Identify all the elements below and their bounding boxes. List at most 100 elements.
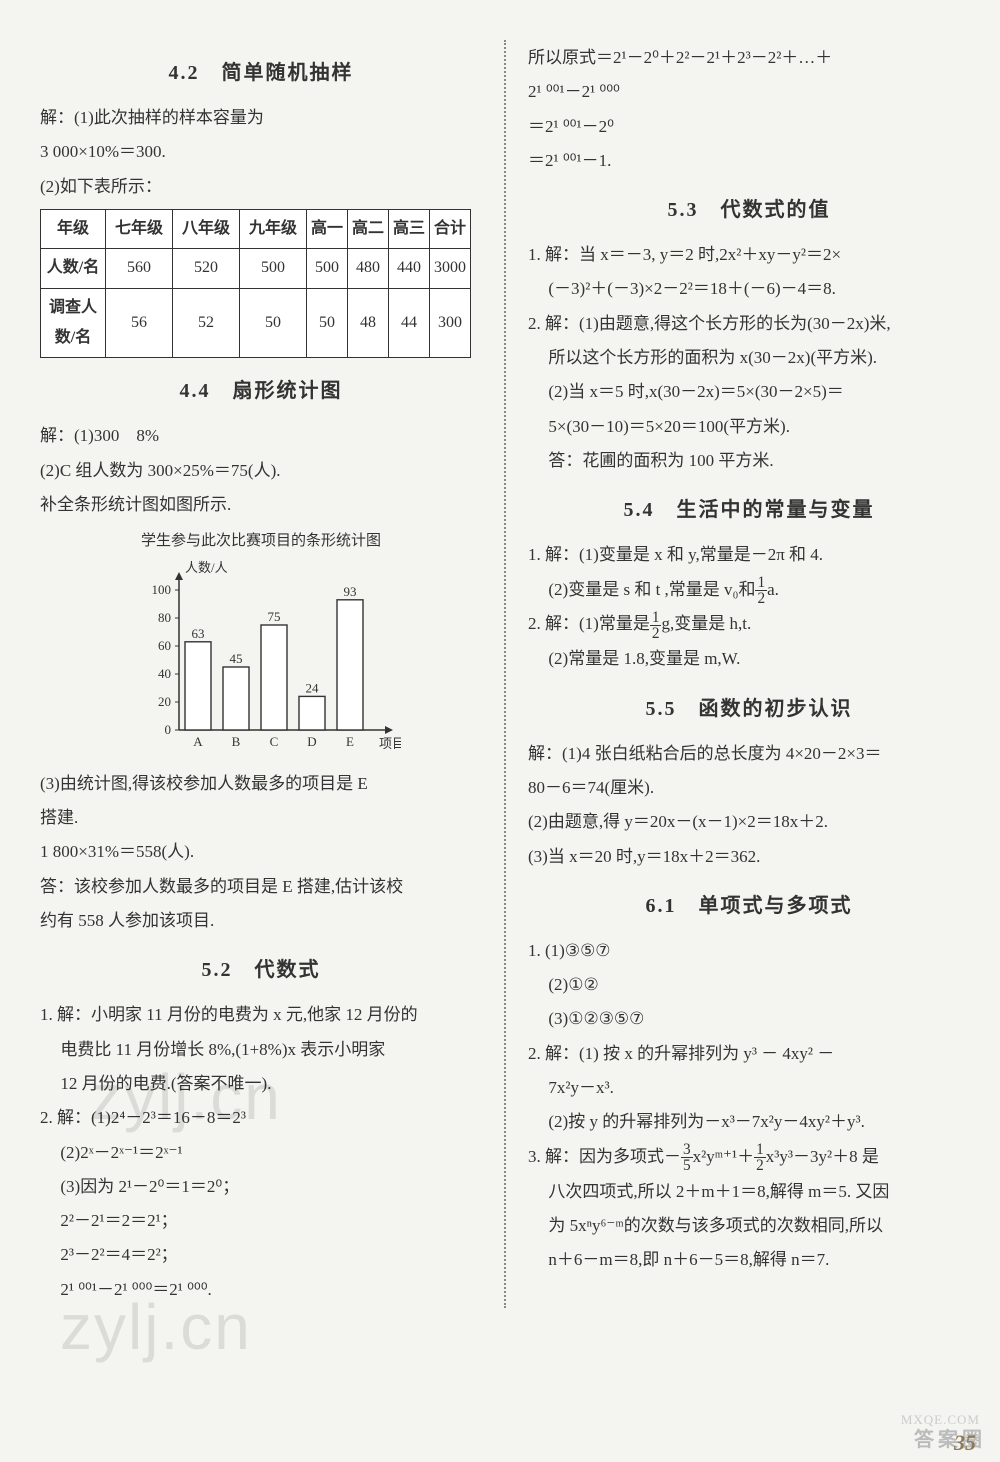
td: 56 [106, 288, 173, 358]
section-6-1-title: 6.1 单项式与多项式 [528, 887, 970, 925]
svg-text:63: 63 [192, 626, 205, 641]
row-label: 人数/名 [41, 249, 106, 288]
th: 七年级 [106, 209, 173, 248]
text-line: (2)①② [528, 969, 970, 1001]
text-line: 解：(1)此次抽样的样本容量为 [40, 102, 482, 134]
text-line: 所以这个长方形的面积为 x(30－2x)(平方米). [528, 342, 970, 374]
text-line: (3)当 x＝20 时,y＝18x＋2＝362. [528, 841, 970, 873]
section-5-3-title: 5.3 代数式的值 [528, 191, 970, 229]
svg-text:C: C [270, 734, 279, 749]
text-line: 解：(1)300 8% [40, 420, 482, 452]
text-line: 答：花圃的面积为 100 平方米. [528, 445, 970, 477]
th: 合计 [430, 209, 471, 248]
svg-text:A: A [193, 734, 203, 749]
text-line: (3)①②③⑤⑦ [528, 1003, 970, 1035]
fraction-half: 12 [755, 575, 767, 607]
table-row: 人数/名 560 520 500 500 480 440 3000 [41, 249, 471, 288]
text-line: 搭建. [40, 802, 482, 834]
text-line: 2²－2¹＝2＝2¹； [40, 1205, 482, 1237]
text-line: 3 000×10%＝300. [40, 136, 482, 168]
td: 560 [106, 249, 173, 288]
td: 500 [240, 249, 307, 288]
td: 480 [348, 249, 389, 288]
th: 高一 [307, 209, 348, 248]
text-line: 12 月份的电费.(答案不唯一). [40, 1068, 482, 1100]
fraction-3-5: 35 [681, 1142, 693, 1174]
text-line: 2. 解：(1) 按 x 的升幂排列为 y³ － 4xy² － [528, 1038, 970, 1070]
left-column: 4.2 简单随机抽样 解：(1)此次抽样的样本容量为 3 000×10%＝300… [40, 40, 490, 1308]
text-line: 补全条形统计图如图所示. [40, 489, 482, 521]
text-span: x²yᵐ⁺¹＋ [693, 1147, 754, 1166]
text-span: a. [767, 580, 779, 599]
right-column: 所以原式＝2¹－2⁰＋2²－2¹＋2³－2²＋…＋ 2¹ ⁰⁰¹－2¹ ⁰⁰⁰ … [520, 40, 970, 1308]
table-row: 年级 七年级 八年级 九年级 高一 高二 高三 合计 [41, 209, 471, 248]
section-5-4-title: 5.4 生活中的常量与变量 [528, 491, 970, 529]
row-label: 调查人数/名 [41, 288, 106, 358]
fraction-half: 12 [754, 1142, 766, 1174]
svg-text:20: 20 [158, 694, 171, 709]
td: 440 [389, 249, 430, 288]
svg-text:75: 75 [268, 609, 281, 624]
text-line: (2)当 x＝5 时,x(30－2x)＝5×(30－2×5)＝ [528, 376, 970, 408]
text-line: 答：该校参加人数最多的项目是 E 搭建,估计该校 [40, 871, 482, 903]
svg-text:项目: 项目 [379, 736, 401, 751]
td: 300 [430, 288, 471, 358]
text-line: 2. 解：(1)常量是12g,变量是 h,t. [528, 608, 970, 641]
svg-text:D: D [307, 734, 316, 749]
text-line: 为 5xⁿy⁶⁻ᵐ的次数与该多项式的次数相同,所以 [528, 1210, 970, 1242]
text-line: 1. 解：小明家 11 月份的电费为 x 元,他家 12 月份的 [40, 999, 482, 1031]
text-line: (2)2ˣ－2ˣ⁻¹＝2ˣ⁻¹ [40, 1137, 482, 1169]
text-line: 2¹ ⁰⁰¹－2¹ ⁰⁰⁰＝2¹ ⁰⁰⁰. [40, 1274, 482, 1306]
table-row: 调查人数/名 56 52 50 50 48 44 300 [41, 288, 471, 358]
svg-text:B: B [232, 734, 241, 749]
text-line: 八次四项式,所以 2＋m＋1＝8,解得 m＝5. 又因 [528, 1176, 970, 1208]
svg-text:100: 100 [152, 582, 172, 597]
section-5-2-title: 5.2 代数式 [40, 951, 482, 989]
td: 48 [348, 288, 389, 358]
svg-text:45: 45 [230, 651, 243, 666]
td: 3000 [430, 249, 471, 288]
section-4-2-title: 4.2 简单随机抽样 [40, 54, 482, 92]
svg-text:0: 0 [165, 722, 172, 737]
td: 50 [307, 288, 348, 358]
section-4-4-title: 4.4 扇形统计图 [40, 372, 482, 410]
text-line: 80－6＝74(厘米). [528, 772, 970, 804]
page-number: 35 [954, 1430, 976, 1456]
text-span: 2. 解：(1)常量是 [528, 614, 650, 633]
svg-text:人数/人: 人数/人 [185, 560, 228, 575]
chart-title: 学生参与此次比赛项目的条形统计图 [40, 527, 482, 556]
bar-chart: 020406080100人数/人项目63A45B75C24D93E [121, 560, 401, 760]
section-5-5-title: 5.5 函数的初步认识 [528, 690, 970, 728]
th: 年级 [41, 209, 106, 248]
text-line: 5×(30－10)＝5×20＝100(平方米). [528, 411, 970, 443]
text-line: (2)C 组人数为 300×25%＝75(人). [40, 455, 482, 487]
fraction-half: 12 [650, 610, 662, 642]
th: 高三 [389, 209, 430, 248]
text-line: (3)因为 2¹－2⁰＝1＝2⁰； [40, 1171, 482, 1203]
svg-text:60: 60 [158, 638, 171, 653]
text-line: n＋6－m＝8,即 n＋6－5＝8,解得 n＝7. [528, 1244, 970, 1276]
text-line: 2¹ ⁰⁰¹－2¹ ⁰⁰⁰ [528, 76, 970, 108]
th: 九年级 [240, 209, 307, 248]
text-line: 所以原式＝2¹－2⁰＋2²－2¹＋2³－2²＋…＋ [528, 42, 970, 74]
td: 520 [173, 249, 240, 288]
text-line: 约有 558 人参加该项目. [40, 905, 482, 937]
text-line: (2)按 y 的升幂排列为－x³－7x²y－4xy²＋y³. [528, 1106, 970, 1138]
text-line: 7x²y－x³. [528, 1072, 970, 1104]
svg-text:93: 93 [344, 584, 357, 599]
text-line: 2³－2²＝4＝2²； [40, 1239, 482, 1271]
svg-text:80: 80 [158, 610, 171, 625]
svg-text:24: 24 [306, 680, 320, 695]
text-line: 电费比 11 月份增长 8%,(1+8%)x 表示小明家 [40, 1034, 482, 1066]
text-line: 1. 解：(1)变量是 x 和 y,常量是－2π 和 4. [528, 539, 970, 571]
text-line: 1. (1)③⑤⑦ [528, 935, 970, 967]
text-line: (2)常量是 1.8,变量是 m,W. [528, 643, 970, 675]
text-line: 2. 解：(1)2⁴－2³＝16－8＝2³ [40, 1102, 482, 1134]
text-line: (2)如下表所示： [40, 171, 482, 203]
td: 50 [240, 288, 307, 358]
text-line: (2)变量是 s 和 t ,常量是 v₀和12a. [528, 574, 970, 607]
text-line: 3. 解：因为多项式－35x²yᵐ⁺¹＋12x³y³－3y²＋8 是 [528, 1141, 970, 1174]
text-span: 3. 解：因为多项式－ [528, 1147, 681, 1166]
text-line: (－3)²＋(－3)×2－2²＝18＋(－6)－4＝8. [528, 273, 970, 305]
td: 500 [307, 249, 348, 288]
